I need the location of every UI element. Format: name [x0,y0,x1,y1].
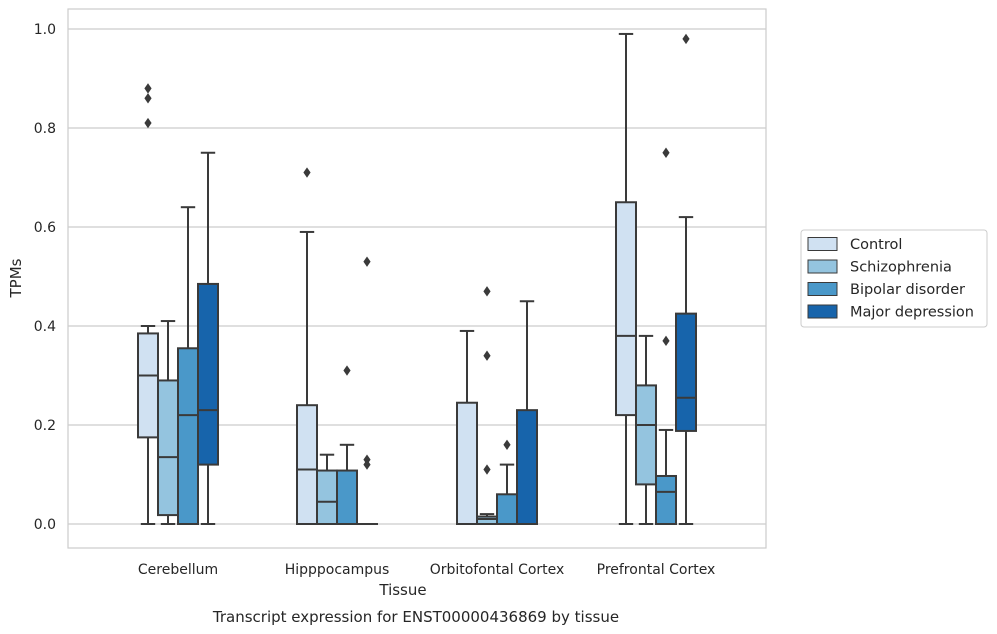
legend-label: Bipolar disorder [850,282,965,298]
box-control [615,32,637,525]
outlier-point [662,147,670,158]
legend-entry: Bipolar disorder [807,282,965,298]
outlier-point [483,286,491,297]
legend-entry: Major depression [807,304,974,321]
box-iqr [655,474,677,525]
box-iqr [197,282,219,466]
outlier-point [303,167,311,178]
box-schizophrenia [157,320,179,525]
box-iqr [456,401,478,526]
x-tick-label: Hipppocampus [285,562,390,578]
box-iqr [296,404,318,526]
box-major-depression [197,151,219,525]
legend-swatch [807,237,838,251]
box-control [296,167,318,526]
outlier-point [363,256,371,267]
legend-label: Schizophrenia [850,260,952,276]
box-schizophrenia [476,286,498,526]
legend-swatch [807,259,838,274]
plot-area-frame [67,8,767,549]
box-iqr [675,312,697,432]
boxes [137,32,697,526]
legend-label: Major depression [850,305,974,321]
box-iqr [635,384,657,486]
outlier-point [483,464,491,475]
box-iqr [177,347,199,525]
y-axis-label: TPMs [7,258,25,298]
x-tick-label: Prefrontal Cortex [597,562,716,578]
box-schizophrenia [635,334,657,525]
outlier-point [483,350,491,361]
box-major-depression [356,256,378,526]
box-iqr [476,515,498,526]
box-control [137,325,159,525]
box-major-depression [516,300,538,525]
y-tick-label: 1.0 [34,22,56,38]
chart-caption: Transcript expression for ENST0000043686… [212,608,619,626]
outlier-point [662,335,670,347]
box-control [456,329,478,526]
x-tick-label: Orbitofontal Cortex [430,562,565,578]
outlier-point [144,93,152,104]
box-iqr [496,493,518,525]
y-tick-label: 0.4 [34,319,56,335]
y-tick-label: 0.0 [34,517,56,533]
x-tick-labels: Cerebellum Hipppocampus Orbitofontal Corte… [138,562,715,578]
box-bipolar-disorder [336,365,358,526]
box-iqr [316,469,338,526]
outlier-point [503,439,511,450]
legend-swatch [807,304,838,319]
box-bipolar-disorder [177,206,199,525]
legend-entry: Control [807,237,902,253]
y-tick-label: 0.6 [34,220,56,236]
legend-entry: Schizophrenia [807,259,952,276]
box-iqr [157,379,179,517]
outlier-point [144,83,152,94]
box-iqr [615,201,637,417]
box-iqr [336,469,358,526]
y-tick-label: 0.2 [34,418,56,434]
legend-frame [800,229,988,328]
box-bipolar-disorder [496,439,518,525]
legend: Control Schizophrenia Bipolar disorder Majo… [800,229,988,328]
x-axis-label: Tissue [378,581,426,599]
box-iqr [516,409,538,525]
legend-label: Control [850,237,902,253]
x-tick-label: Cerebellum [138,562,218,578]
box-major-depression [675,33,697,525]
outlier-point [343,365,351,376]
outlier-point [144,117,152,129]
outlier-point [363,454,371,465]
legend-swatch [807,282,838,296]
y-tick-labels: 0.0 0.2 0.4 0.6 0.8 1.0 [34,22,56,533]
y-tick-label: 0.8 [34,121,56,137]
box-bipolar-disorder [655,147,677,525]
box-schizophrenia [316,453,338,526]
outlier-point [682,33,690,45]
box-iqr [137,332,159,439]
extra-outliers [144,83,152,129]
